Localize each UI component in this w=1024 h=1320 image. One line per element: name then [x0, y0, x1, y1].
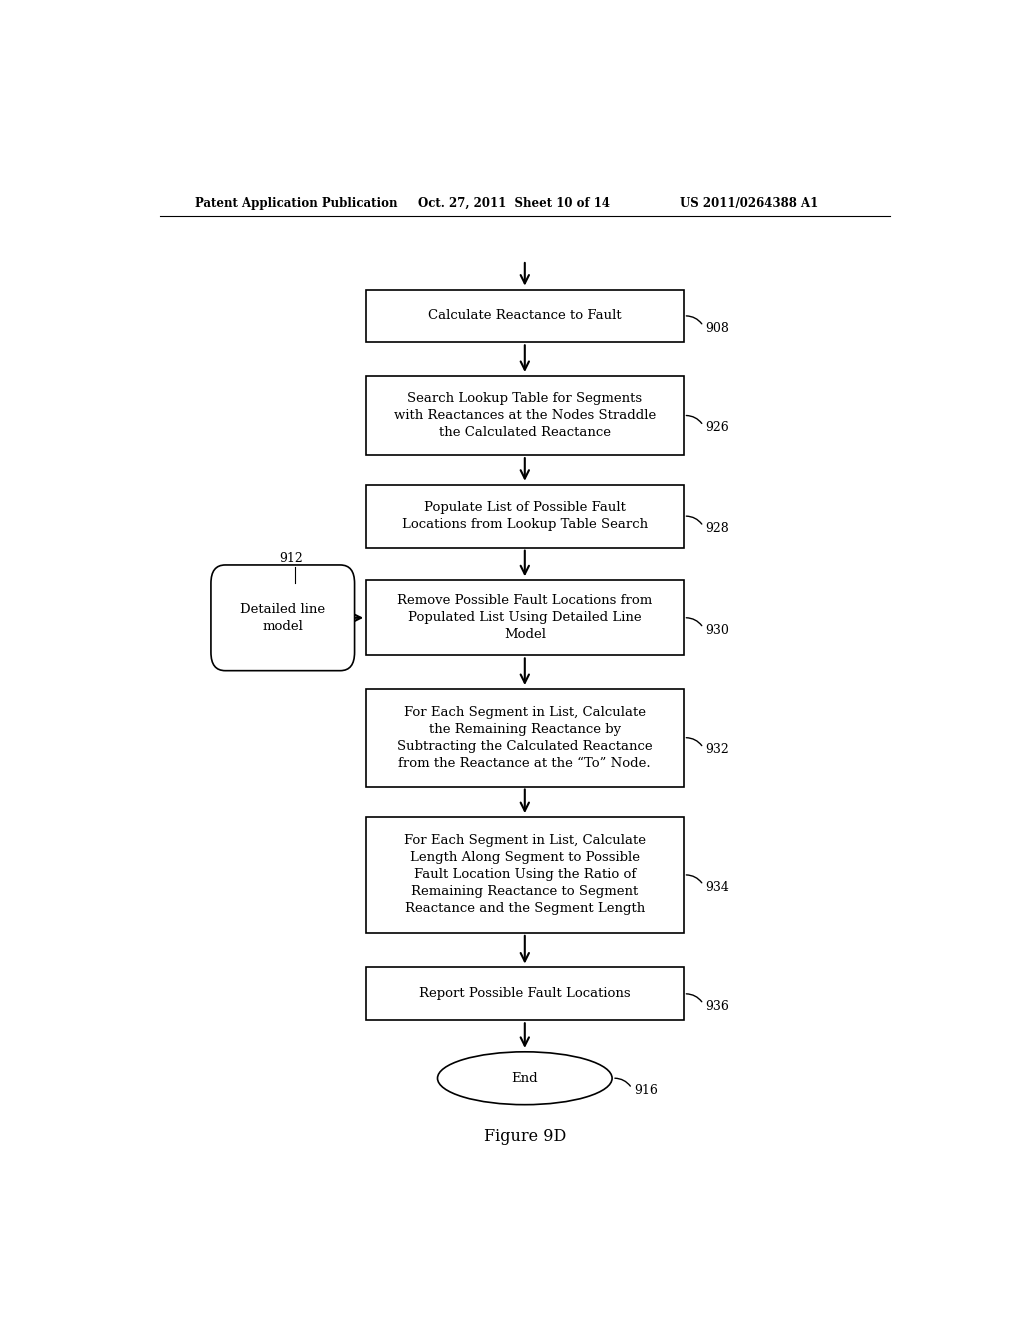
- Text: Detailed line
model: Detailed line model: [241, 603, 326, 632]
- FancyBboxPatch shape: [367, 689, 684, 787]
- Text: For Each Segment in List, Calculate
Length Along Segment to Possible
Fault Locat: For Each Segment in List, Calculate Leng…: [403, 834, 646, 916]
- Text: 908: 908: [706, 322, 730, 335]
- Text: 936: 936: [706, 999, 730, 1012]
- FancyBboxPatch shape: [367, 968, 684, 1020]
- Text: Patent Application Publication: Patent Application Publication: [196, 197, 398, 210]
- Text: 916: 916: [634, 1084, 658, 1097]
- Text: Remove Possible Fault Locations from
Populated List Using Detailed Line
Model: Remove Possible Fault Locations from Pop…: [397, 594, 652, 642]
- Text: 932: 932: [706, 743, 729, 756]
- Text: 926: 926: [706, 421, 729, 434]
- FancyBboxPatch shape: [367, 581, 684, 656]
- FancyBboxPatch shape: [367, 376, 684, 455]
- Ellipse shape: [437, 1052, 612, 1105]
- Text: 930: 930: [706, 623, 730, 636]
- Text: US 2011/0264388 A1: US 2011/0264388 A1: [680, 197, 818, 210]
- Text: End: End: [511, 1072, 539, 1085]
- FancyBboxPatch shape: [211, 565, 354, 671]
- Text: 912: 912: [279, 552, 302, 565]
- Text: Oct. 27, 2011  Sheet 10 of 14: Oct. 27, 2011 Sheet 10 of 14: [418, 197, 609, 210]
- Text: 934: 934: [706, 880, 730, 894]
- Text: 928: 928: [706, 521, 729, 535]
- Text: For Each Segment in List, Calculate
the Remaining Reactance by
Subtracting the C: For Each Segment in List, Calculate the …: [397, 706, 652, 770]
- Text: Search Lookup Table for Segments
with Reactances at the Nodes Straddle
the Calcu: Search Lookup Table for Segments with Re…: [393, 392, 656, 440]
- Text: Calculate Reactance to Fault: Calculate Reactance to Fault: [428, 309, 622, 322]
- FancyBboxPatch shape: [367, 484, 684, 548]
- FancyBboxPatch shape: [367, 817, 684, 933]
- Text: Populate List of Possible Fault
Locations from Lookup Table Search: Populate List of Possible Fault Location…: [401, 502, 648, 531]
- Text: Report Possible Fault Locations: Report Possible Fault Locations: [419, 987, 631, 1001]
- Text: Figure 9D: Figure 9D: [483, 1127, 566, 1144]
- FancyBboxPatch shape: [367, 289, 684, 342]
